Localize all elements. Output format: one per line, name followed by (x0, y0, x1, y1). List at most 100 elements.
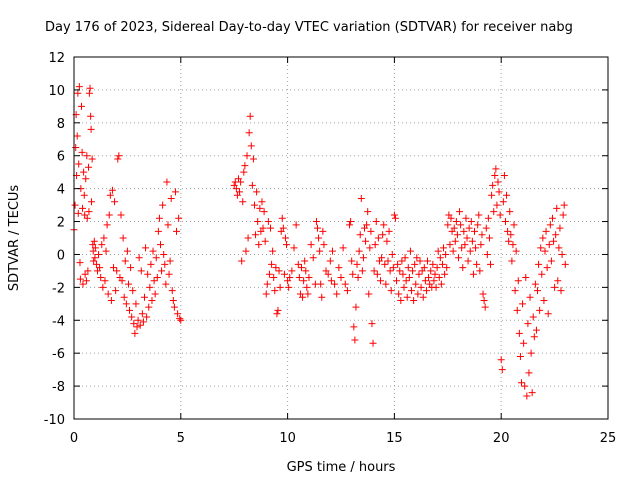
data-point (104, 290, 112, 298)
data-point (122, 300, 130, 308)
data-point (350, 323, 358, 331)
data-point (328, 247, 336, 255)
data-point (244, 234, 252, 242)
data-point (462, 214, 470, 222)
data-point (440, 244, 448, 252)
data-point (71, 201, 79, 209)
data-point (286, 273, 294, 281)
data-point (552, 231, 560, 239)
data-point (73, 132, 81, 140)
data-point (144, 270, 152, 278)
data-point (390, 211, 398, 219)
data-point (495, 188, 503, 196)
data-point (157, 241, 165, 249)
y-tick-label: -8 (52, 380, 65, 395)
data-point (352, 303, 360, 311)
data-point (337, 273, 345, 281)
data-point (161, 260, 169, 268)
y-tick-label: 6 (57, 150, 65, 165)
data-point (137, 267, 145, 275)
data-point (545, 241, 553, 249)
data-point (364, 208, 372, 216)
data-point (467, 218, 475, 226)
data-point (412, 280, 420, 288)
data-point (435, 273, 443, 281)
data-point (485, 234, 493, 242)
data-point (437, 280, 445, 288)
data-point (526, 293, 534, 301)
data-point (155, 214, 163, 222)
y-axis-label: SDTVAR / TECUs (7, 185, 22, 292)
data-point (320, 241, 328, 249)
data-point (500, 171, 508, 179)
data-point (78, 148, 86, 156)
data-point (540, 297, 548, 305)
data-point (331, 280, 339, 288)
data-point (304, 290, 312, 298)
data-point (554, 277, 562, 285)
data-point (488, 191, 496, 199)
data-point (431, 270, 439, 278)
data-point (130, 320, 138, 328)
data-point (292, 221, 300, 229)
data-point (246, 112, 254, 120)
data-point (374, 234, 382, 242)
data-point (472, 244, 480, 252)
data-point (512, 247, 520, 255)
data-point (79, 204, 87, 212)
data-point (450, 224, 458, 232)
data-point (152, 254, 160, 262)
data-point (544, 310, 552, 318)
data-point (420, 264, 428, 272)
data-point (83, 214, 91, 222)
data-point (112, 287, 120, 295)
data-point (478, 231, 486, 239)
data-point (365, 290, 373, 298)
data-point (531, 280, 539, 288)
data-point (399, 270, 407, 278)
data-point (127, 264, 135, 272)
data-point (468, 237, 476, 245)
data-point (503, 191, 511, 199)
x-tick-label: 20 (493, 431, 510, 446)
data-point (160, 250, 168, 258)
data-point (527, 349, 535, 357)
data-point (506, 208, 514, 216)
y-tick-label: -4 (52, 314, 65, 329)
data-point (290, 244, 298, 252)
data-point (368, 320, 376, 328)
data-point (481, 303, 489, 311)
data-point (404, 264, 412, 272)
data-point (107, 297, 115, 305)
data-point (150, 277, 158, 285)
data-point (443, 264, 451, 272)
data-point (356, 231, 364, 239)
data-point (513, 306, 521, 314)
data-point (507, 231, 515, 239)
data-point (351, 336, 359, 344)
data-point (106, 191, 114, 199)
data-point (491, 171, 499, 179)
data-point (312, 218, 320, 226)
data-point (87, 112, 95, 120)
data-point (242, 247, 250, 255)
data-point (165, 270, 173, 278)
data-point (394, 260, 402, 268)
data-point (436, 254, 444, 262)
data-point (457, 221, 465, 229)
data-point (405, 273, 413, 281)
data-point (335, 264, 343, 272)
data-point (415, 270, 423, 278)
data-point (487, 260, 495, 268)
data-point (546, 221, 554, 229)
data-point (479, 290, 487, 298)
data-point (123, 247, 131, 255)
data-point (464, 257, 472, 265)
data-point (275, 267, 283, 275)
x-axis-label: GPS time / hours (287, 460, 396, 475)
x-tick-label: 15 (386, 431, 403, 446)
data-point (326, 257, 334, 265)
data-point (492, 165, 500, 173)
data-point (367, 227, 375, 235)
